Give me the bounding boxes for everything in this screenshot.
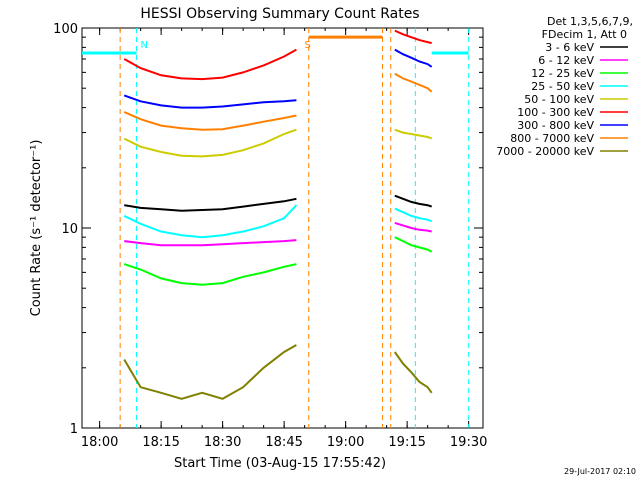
series-line — [394, 207, 433, 223]
legend-label: 50 - 100 keV — [524, 93, 594, 106]
series-line — [123, 344, 297, 400]
series-line — [123, 204, 298, 239]
series-line — [394, 29, 432, 45]
series-line — [123, 263, 297, 286]
series-line — [394, 72, 433, 93]
legend-label: 100 - 300 keV — [517, 106, 594, 119]
series-line — [124, 197, 297, 212]
series-line — [394, 221, 432, 233]
x-tick-label: 19:00 — [327, 435, 364, 450]
x-tick-label: 19:30 — [450, 435, 487, 450]
flag-marker-label: N — [141, 40, 148, 51]
legend-label: 300 - 800 keV — [517, 119, 594, 132]
timestamp: 29-Jul-2017 02:10 — [564, 467, 636, 476]
series-line — [394, 128, 433, 140]
y-tick-label: 1 — [70, 422, 78, 437]
series-line — [394, 48, 433, 68]
y-tick-label: 10 — [61, 222, 78, 237]
series-line — [123, 111, 297, 131]
legend-label: 25 - 50 keV — [531, 80, 594, 93]
plot-area: 18:00 18:15 18:30 18:45 19:00 19:15 19:30 1 10 10… — [53, 22, 487, 450]
x-tick-label: 18:30 — [204, 435, 241, 450]
series-line — [124, 239, 297, 247]
series-line — [123, 128, 297, 158]
x-tick-label: 18:00 — [81, 435, 118, 450]
x-tick-label: 18:45 — [265, 435, 302, 450]
x-tick-label: 18:15 — [142, 435, 179, 450]
chart-title: HESSI Observing Summary Count Rates — [140, 6, 419, 22]
legend-label: 12 - 25 keV — [531, 67, 594, 80]
series-line — [394, 236, 433, 253]
x-tick-label: 19:15 — [388, 435, 425, 450]
plot-frame — [81, 27, 484, 429]
series-line — [393, 351, 433, 394]
legend-label: 3 - 6 keV — [545, 41, 594, 54]
series-line — [123, 94, 297, 109]
series-line — [123, 48, 297, 81]
legend-header-line-2: FDecim 1, Att 0 — [542, 28, 627, 41]
legend-label: 7000 - 20000 keV — [496, 145, 594, 158]
series-line — [394, 194, 433, 208]
legend: Det 1,3,5,6,7,9, FDecim 1, Att 0 3 - 6 k… — [496, 15, 633, 158]
x-axis-label: Start Time (03-Aug-15 17:55:42) — [174, 456, 386, 471]
flag-marker-label: S — [305, 40, 311, 51]
legend-header-line-1: Det 1,3,5,6,7,9, — [547, 15, 633, 28]
y-axis-label: Count Rate (s⁻¹ detector⁻¹) — [29, 140, 44, 317]
legend-label: 6 - 12 keV — [538, 54, 594, 67]
legend-label: 800 - 7000 keV — [510, 132, 594, 145]
y-tick-label: 100 — [53, 22, 78, 37]
